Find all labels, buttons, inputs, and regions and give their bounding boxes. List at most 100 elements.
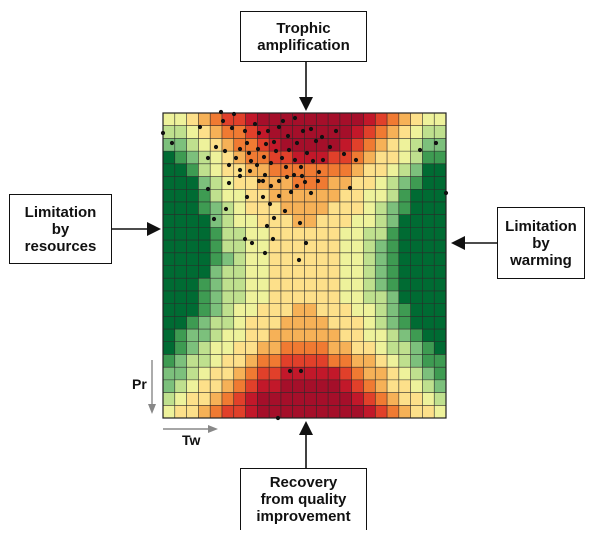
heatmap-cell — [233, 341, 246, 355]
heatmap-cell — [398, 290, 411, 304]
heatmap-cell — [398, 303, 411, 317]
heatmap-cell — [280, 265, 294, 279]
heatmap-cell — [434, 303, 447, 317]
heatmap-cell — [221, 379, 235, 393]
heatmap-cell — [351, 214, 364, 228]
heatmap-cell — [328, 201, 341, 215]
heatmap-cell — [363, 240, 376, 254]
heatmap-cell — [186, 201, 199, 215]
scatter-point — [256, 130, 262, 136]
heatmap-cell — [174, 303, 187, 317]
heatmap-cell — [198, 379, 211, 393]
heatmap-cell — [292, 379, 305, 393]
heatmap-cell — [328, 316, 341, 330]
heatmap-cell — [422, 189, 435, 203]
heatmap-cell — [174, 405, 187, 419]
scatter-point — [205, 186, 211, 192]
label-recovery-from-quality-improvement: Recovery from quality improvement — [240, 468, 367, 530]
scatter-point — [226, 162, 232, 168]
heatmap-cell — [269, 113, 282, 127]
scatter-point — [160, 130, 166, 136]
scatter-point — [265, 128, 271, 134]
scatter-point — [280, 118, 286, 124]
heatmap-cell — [245, 354, 258, 368]
heatmap-cell — [304, 125, 317, 139]
heatmap-cell — [233, 138, 246, 152]
heatmap-cell — [339, 214, 352, 228]
heatmap-cell — [387, 151, 400, 165]
heatmap-cell — [304, 290, 317, 304]
heatmap-cell — [328, 176, 341, 190]
heatmap-cell — [351, 303, 364, 317]
scatter-point — [300, 128, 306, 134]
heatmap-cell — [410, 341, 423, 355]
heatmap-cell — [351, 367, 364, 381]
heatmap-cell — [269, 125, 282, 139]
heatmap-cell — [304, 303, 317, 317]
heatmap-cell — [328, 367, 341, 381]
heatmap-cell — [339, 151, 352, 165]
heatmap-cell — [257, 240, 270, 254]
scatter-point — [242, 236, 248, 242]
heatmap-cell — [221, 214, 235, 228]
heatmap-cell — [221, 151, 235, 165]
heatmap-cell — [292, 405, 305, 419]
heatmap-cell — [398, 113, 411, 127]
heatmap-cell — [280, 252, 294, 266]
heatmap-cell — [269, 201, 282, 215]
heatmap-cell — [434, 392, 447, 406]
heatmap-cell — [257, 265, 270, 279]
scatter-point — [292, 115, 298, 121]
heatmap-cell — [163, 329, 176, 343]
heatmap-cell — [387, 329, 400, 343]
heatmap-cell — [245, 379, 258, 393]
heatmap-cell — [375, 341, 388, 355]
scatter-point — [223, 206, 229, 212]
heatmap-cell — [186, 240, 199, 254]
heatmap-cell — [387, 316, 400, 330]
heatmap-cell — [186, 278, 199, 292]
heatmap-cell — [339, 278, 352, 292]
heatmap-cell — [398, 227, 411, 241]
heatmap-cell — [221, 290, 235, 304]
heatmap-cell — [186, 316, 199, 330]
heatmap-cell — [163, 125, 176, 139]
scatter-point — [286, 147, 292, 153]
heatmap-cell — [422, 138, 435, 152]
heatmap-cell — [422, 125, 435, 139]
heatmap-cell — [398, 354, 411, 368]
heatmap-cell — [245, 290, 258, 304]
heatmap-cell — [198, 392, 211, 406]
heatmap-cell — [163, 303, 176, 317]
heatmap-cell — [186, 151, 199, 165]
axis-label-pr: Pr — [132, 376, 147, 392]
heatmap-cell — [328, 252, 341, 266]
heatmap-cell — [210, 354, 223, 368]
heatmap-cell — [257, 379, 270, 393]
heatmap-cell — [375, 113, 388, 127]
heatmap-cell — [375, 265, 388, 279]
axis-arrow-tw — [163, 425, 218, 433]
heatmap-cell — [257, 405, 270, 419]
heatmap-cell — [174, 290, 187, 304]
heatmap-cell — [387, 405, 400, 419]
heatmap-cell — [328, 227, 341, 241]
heatmap-cell — [210, 329, 223, 343]
heatmap-cell — [410, 392, 423, 406]
heatmap-cell — [351, 252, 364, 266]
heatmap-cell — [163, 278, 176, 292]
heatmap-cell — [210, 303, 223, 317]
scatter-point — [273, 148, 279, 154]
scatter-point — [287, 368, 293, 374]
arrow-top — [299, 62, 313, 111]
heatmap-cell — [410, 113, 423, 127]
heatmap-cell — [245, 367, 258, 381]
heatmap-cell — [375, 201, 388, 215]
heatmap-cell — [233, 265, 246, 279]
heatmap-cell — [363, 252, 376, 266]
heatmap-cell — [422, 163, 435, 177]
heatmap-cell — [233, 151, 246, 165]
heatmap-cell — [292, 290, 305, 304]
heatmap-cell — [363, 125, 376, 139]
heatmap-cell — [351, 265, 364, 279]
